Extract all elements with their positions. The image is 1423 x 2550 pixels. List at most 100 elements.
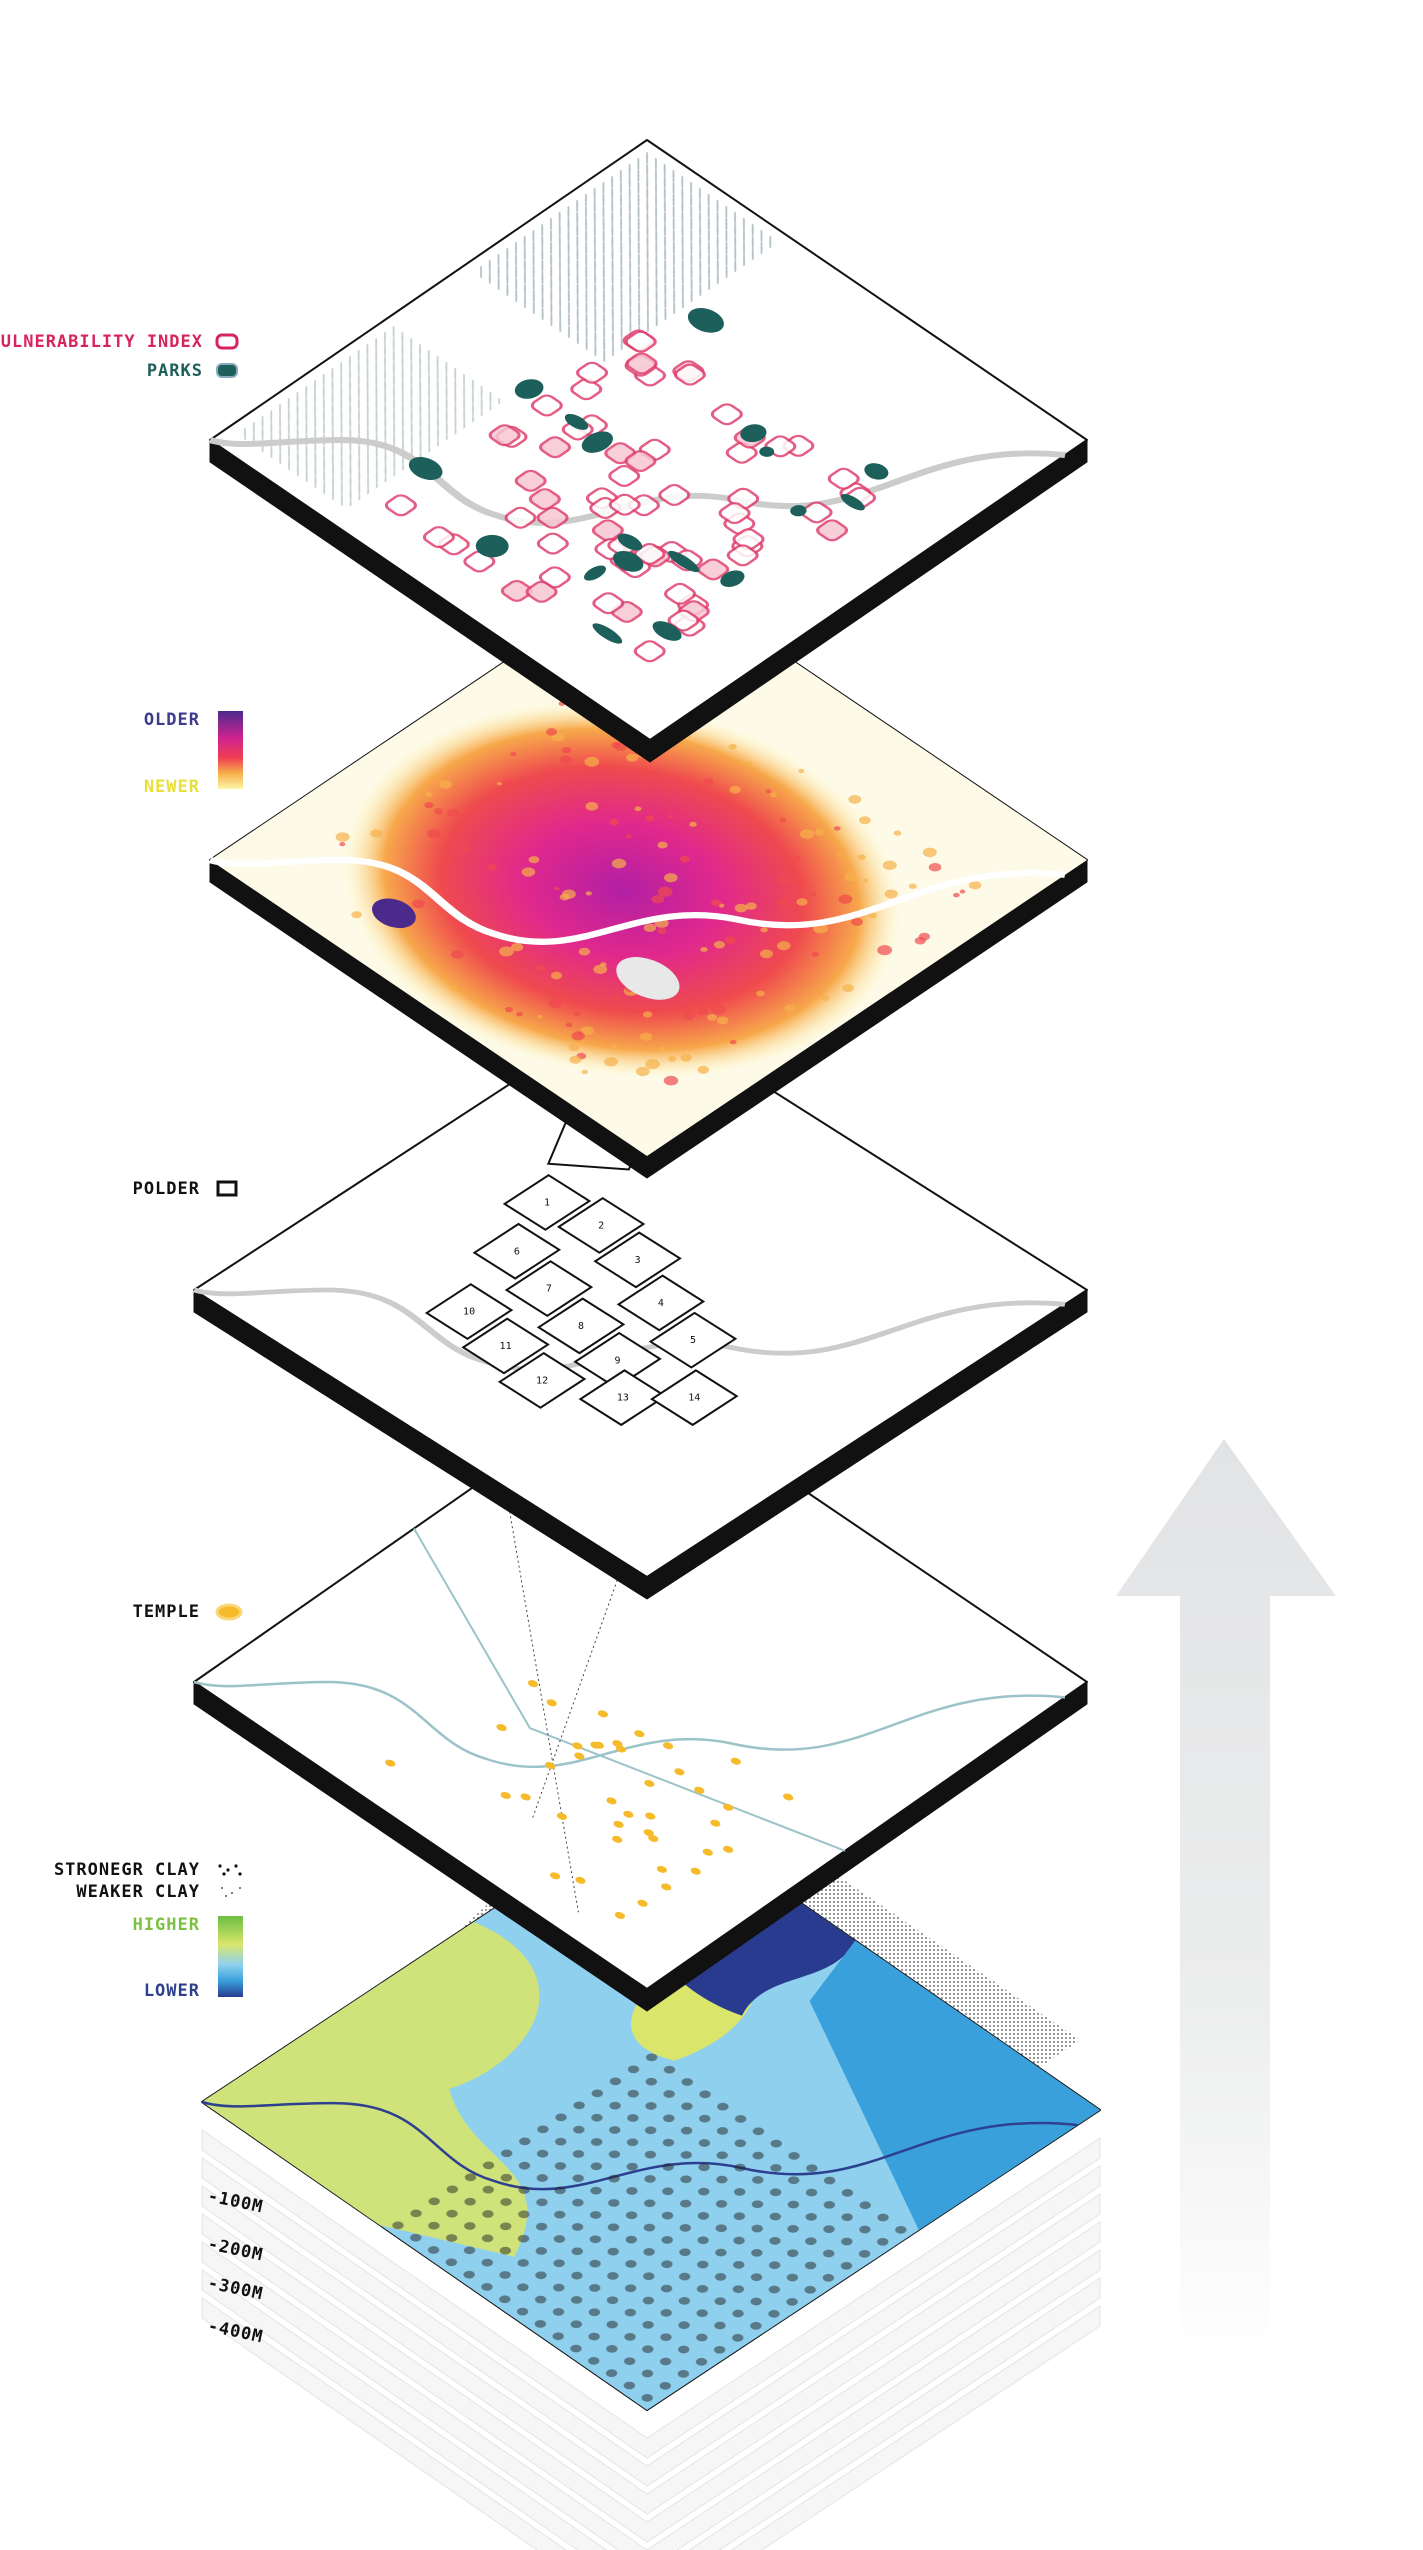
age-dot (713, 941, 725, 949)
polder-number: 10 (463, 1307, 475, 1318)
park (740, 424, 767, 443)
age-dot (770, 792, 778, 798)
vulnerability-cell (658, 484, 691, 506)
temple (662, 1742, 674, 1750)
age-dot (537, 1014, 543, 1019)
age-dot (728, 743, 737, 750)
polder-number: 1 (544, 1197, 550, 1208)
age-dot (810, 893, 817, 897)
age-dot (626, 753, 639, 762)
polder-number: 6 (514, 1246, 520, 1257)
age-dot (645, 815, 655, 822)
vulnerability-cell (525, 580, 558, 603)
age-dot (657, 841, 668, 849)
polder-outline (474, 1224, 559, 1279)
age-dot (635, 1066, 650, 1077)
age-dot (959, 889, 966, 894)
age-dot (446, 808, 460, 818)
age-dot (640, 784, 647, 789)
polder-outline (507, 1261, 592, 1316)
layer-map (208, 564, 1087, 1157)
vulnerability-cell (536, 506, 569, 529)
age-dot (657, 886, 673, 897)
age-dot (729, 785, 741, 794)
temple (694, 1786, 705, 1794)
urban-hatch (236, 326, 504, 509)
park (584, 565, 606, 581)
temple (572, 1742, 583, 1750)
vulnerability-cell (591, 519, 624, 542)
park (759, 446, 775, 457)
vulnerability-cell (592, 592, 625, 615)
vulnerability-cell (624, 330, 657, 353)
polder-number: 9 (615, 1355, 621, 1366)
age-dot (487, 864, 497, 871)
temple (614, 1911, 626, 1919)
vulnerability-cell (718, 502, 751, 525)
polder-outline (539, 1299, 624, 1354)
age-dot (659, 1045, 667, 1051)
polder-number: 12 (536, 1375, 548, 1386)
age-dot (573, 1011, 581, 1016)
vulnerability-cell (625, 352, 658, 375)
canal (326, 1529, 867, 1897)
park (864, 463, 889, 480)
vulnerability-cell (384, 494, 417, 517)
soil-slab (201, 2157, 1101, 2487)
layer-map (194, 1375, 1087, 1919)
vulnerability-cell (673, 363, 706, 386)
temple (644, 1779, 655, 1787)
age-dot (893, 830, 902, 836)
clay-dots (380, 2045, 919, 2410)
age-dot (765, 789, 772, 794)
soil-slab (201, 2185, 1101, 2515)
park (581, 431, 613, 453)
polder-number: 8 (578, 1321, 584, 1332)
legend-label: OLDER (144, 710, 200, 730)
temple (656, 1865, 667, 1873)
age-dot (584, 756, 600, 767)
vulnerability-cell (608, 465, 641, 487)
polder-number: 11 (500, 1341, 512, 1352)
age-dot (561, 746, 572, 754)
age-dot (821, 995, 829, 1001)
age-dot (461, 846, 469, 852)
soil-slab (201, 2269, 1101, 2550)
legend-swatch (216, 1180, 238, 1197)
age-dot (561, 889, 576, 899)
vulnerability-cell (528, 488, 561, 511)
temple (710, 1819, 721, 1827)
legend-label: STRONEGR CLAY (54, 1860, 200, 1880)
age-dot (536, 965, 546, 972)
polder-number: 5 (690, 1335, 696, 1346)
park (564, 413, 589, 430)
temple (590, 1741, 601, 1749)
age-dot (578, 947, 591, 956)
age-dot (663, 873, 678, 883)
temple (722, 1845, 734, 1853)
vulnerability-cell (827, 467, 860, 490)
age-dot (581, 1069, 588, 1075)
age-dot (657, 927, 667, 935)
vulnerability-cell (633, 640, 666, 663)
polder-outline (463, 1319, 548, 1374)
age-dot (593, 964, 608, 974)
age-dot (663, 1075, 679, 1086)
park (475, 534, 509, 558)
vulnerability-cell (500, 579, 533, 602)
vulnerability-cell (539, 436, 572, 459)
park (790, 505, 807, 517)
age-dot (510, 751, 517, 757)
polder-number: 13 (617, 1393, 629, 1404)
temple (637, 1899, 648, 1907)
polder-number: 4 (658, 1298, 664, 1309)
legend-colorbar (218, 1916, 243, 1997)
age-dot (724, 936, 737, 945)
age-blob (342, 700, 902, 1079)
legend-label: PARKS (147, 361, 203, 381)
age-dot (643, 923, 657, 932)
age-dot (639, 1032, 653, 1042)
legend-swatch (215, 333, 239, 350)
age-dot (502, 780, 513, 788)
